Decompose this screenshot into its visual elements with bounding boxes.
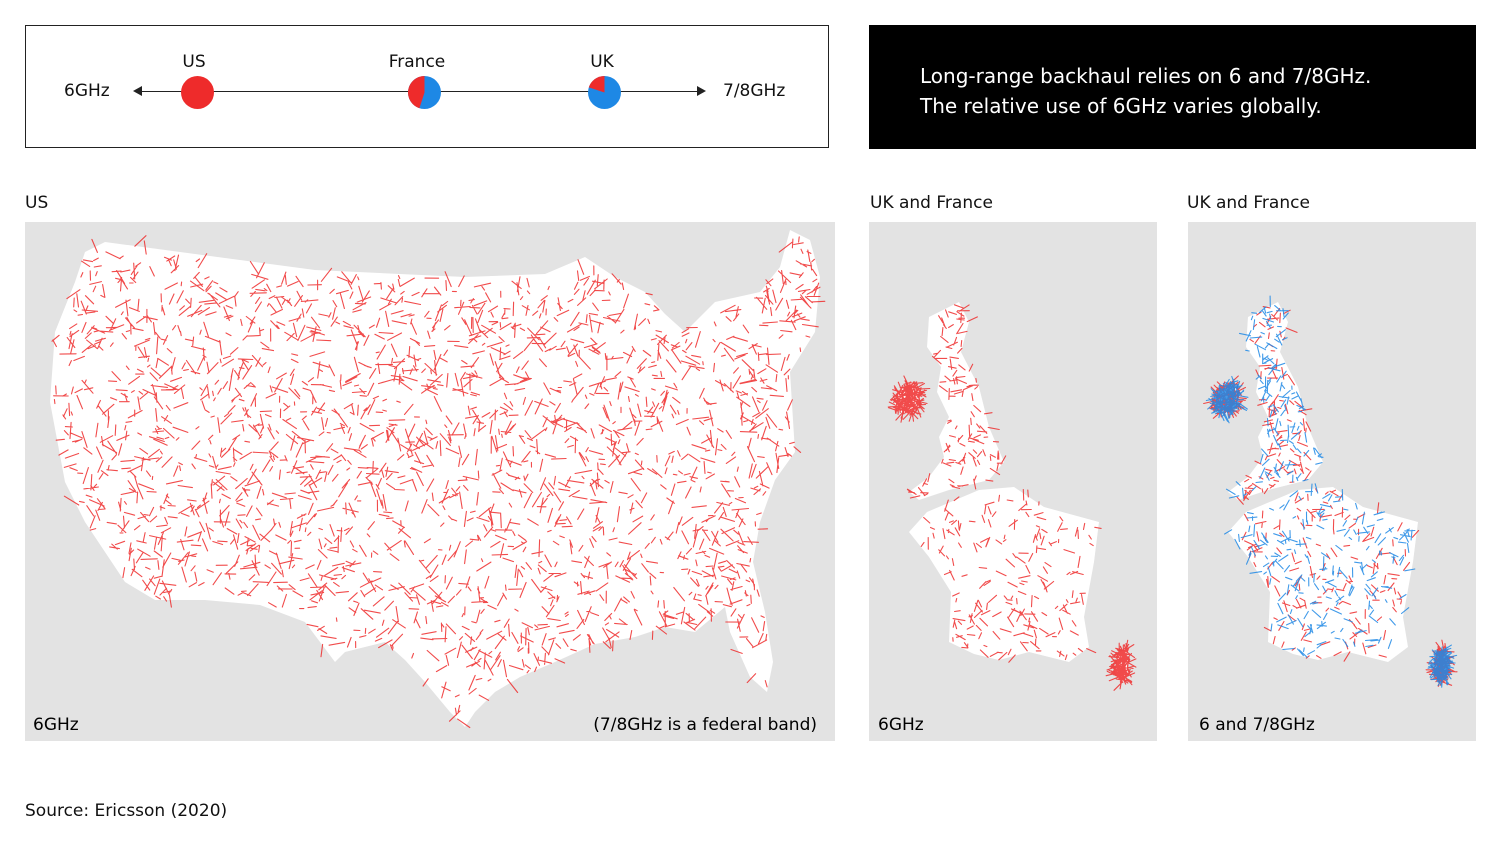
uk-france-both-panel: 6 and 7/8GHz xyxy=(1188,222,1476,741)
panel-title-us: US xyxy=(25,193,49,213)
source-note: Source: Ericsson (2020) xyxy=(25,801,228,821)
uk-france-both-network xyxy=(1203,295,1458,688)
links-6ghz xyxy=(887,304,1137,691)
pie-slice-6ghz xyxy=(181,76,214,109)
callout-box: Long-range backhaul relies on 6 and 7/8G… xyxy=(869,25,1476,149)
links-6ghz xyxy=(51,235,826,729)
marker-label-france: France xyxy=(388,52,446,72)
panel-title-uk-france-both: UK and France xyxy=(1187,193,1310,213)
us-map: 6GHz (7/8GHz is a federal band) xyxy=(33,230,826,735)
callout-line-1: Long-range backhaul relies on 6 and 7/8G… xyxy=(920,64,1372,88)
marker-label-us: US xyxy=(182,52,206,72)
us-microwave-network xyxy=(51,235,826,729)
frequency-legend: 6GHz 7/8GHz US France UK xyxy=(25,25,829,148)
uk-france-6ghz-network xyxy=(887,304,1137,691)
legend-left-label: 6GHz xyxy=(64,81,110,101)
callout-line-2: The relative use of 6GHz varies globally… xyxy=(920,94,1322,118)
uk-france-both-band-label: 6 and 7/8GHz xyxy=(1199,715,1315,735)
panel-title-uk-france-6ghz: UK and France xyxy=(870,193,993,213)
pie-marker-uk xyxy=(588,76,621,109)
marker-label-uk: UK xyxy=(590,52,614,72)
france-landmass xyxy=(1228,487,1418,662)
us-map-panel: 6GHz (7/8GHz is a federal band) xyxy=(25,222,835,741)
uk-france-both-map: 6 and 7/8GHz xyxy=(1199,295,1458,735)
pie-marker-france xyxy=(408,76,441,109)
pie-slice-6ghz xyxy=(588,76,605,93)
legend-right-label: 7/8GHz xyxy=(723,81,786,101)
us-federal-note: (7/8GHz is a federal band) xyxy=(593,715,817,735)
britain-landmass xyxy=(909,302,1004,500)
pie-marker-us xyxy=(181,76,214,109)
pie-slice-6ghz xyxy=(408,76,425,109)
us-landmass xyxy=(50,230,820,727)
us-band-label: 6GHz xyxy=(33,715,79,735)
uk-france-6ghz-band-label: 6GHz xyxy=(878,715,924,735)
uk-france-6ghz-map: 6GHz xyxy=(878,302,1137,735)
links-7-8ghz xyxy=(1205,295,1458,688)
uk-france-6ghz-panel: 6GHz xyxy=(869,222,1157,741)
arrow-right-icon xyxy=(697,86,706,96)
